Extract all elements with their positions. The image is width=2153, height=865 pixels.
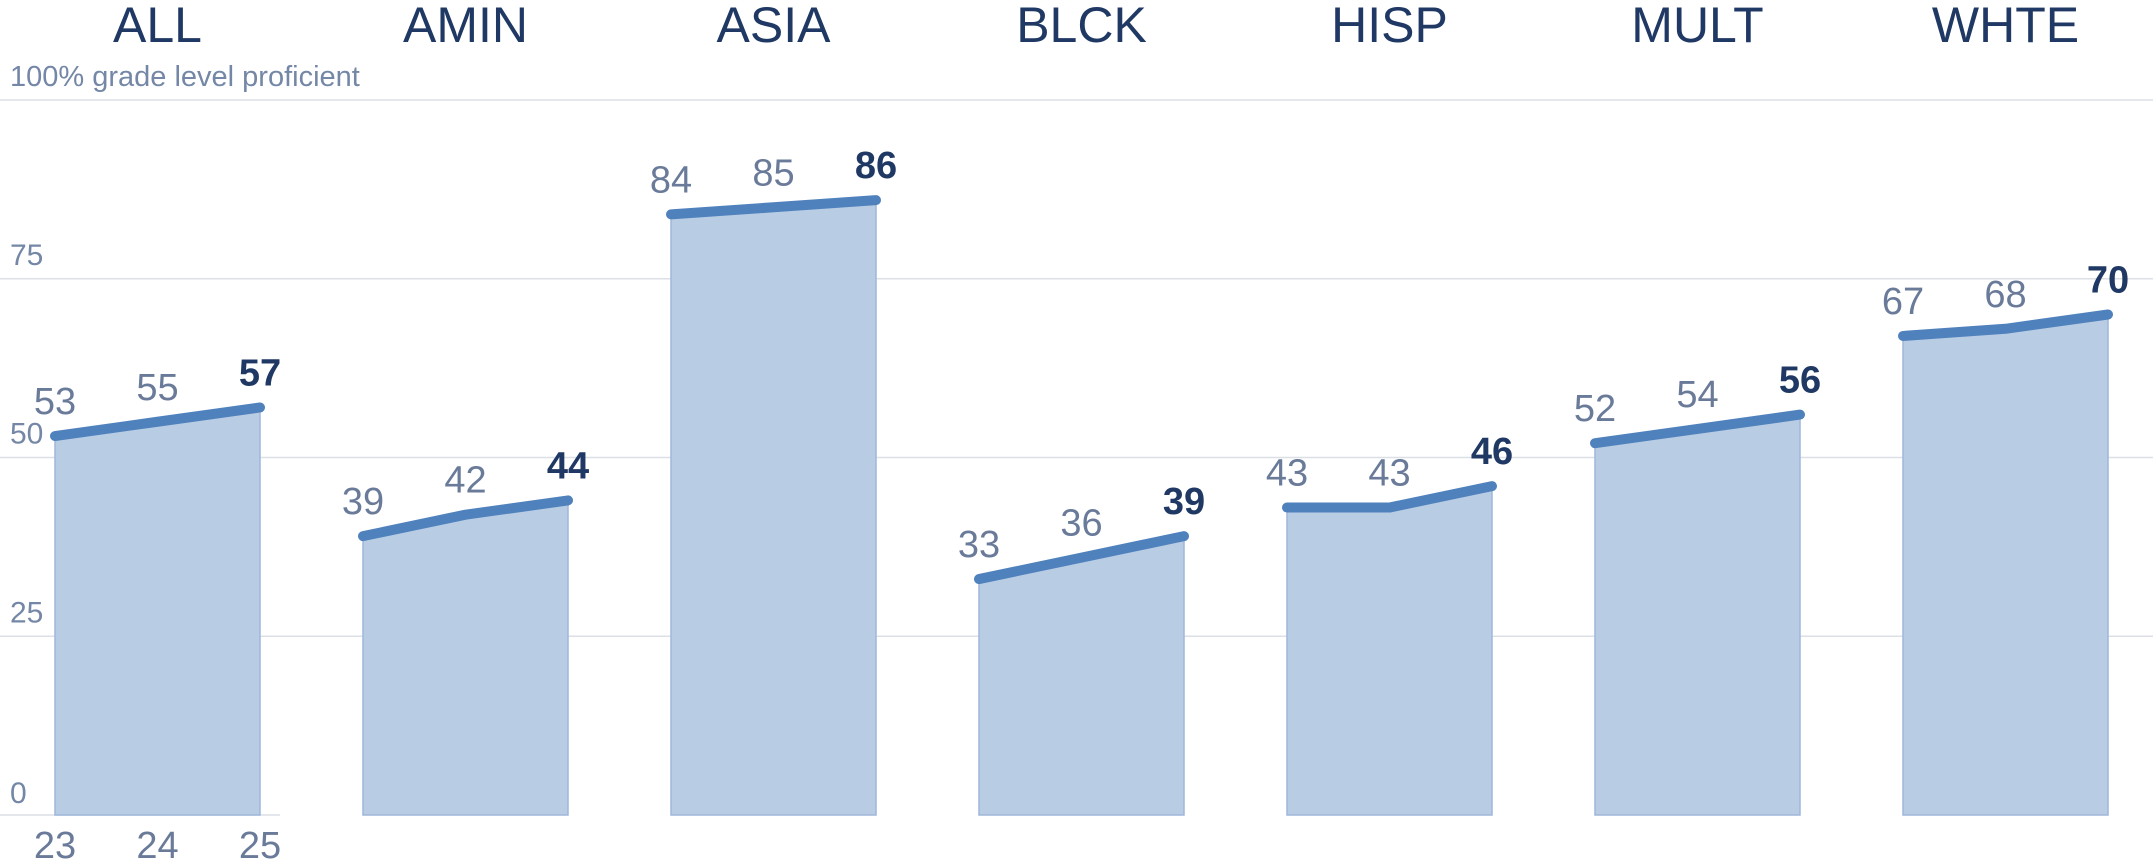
panel-title: ASIA <box>717 0 832 53</box>
data-label: 54 <box>1676 374 1718 416</box>
data-label: 43 <box>1266 453 1308 495</box>
line <box>666 195 881 220</box>
data-label: 56 <box>1779 360 1821 402</box>
y-tick-label: 100% grade level proficient <box>10 61 360 93</box>
x-tick-label: 24 <box>136 825 178 865</box>
data-label: 46 <box>1471 431 1513 473</box>
panel-title: AMIN <box>403 0 528 53</box>
line <box>50 402 265 442</box>
data-label: 33 <box>958 524 1000 566</box>
data-label: 70 <box>2087 260 2129 302</box>
data-label: 42 <box>444 460 486 502</box>
panel-title: BLCK <box>1016 0 1147 53</box>
line <box>1590 409 1805 449</box>
x-tick-label: 25 <box>239 825 281 865</box>
data-label: 43 <box>1368 453 1410 495</box>
y-tick-label: 0 <box>10 777 27 810</box>
data-label: 53 <box>34 381 76 423</box>
data-label: 86 <box>855 145 897 187</box>
y-tick-label: 75 <box>10 239 43 272</box>
area <box>978 535 1185 816</box>
panel-title: MULT <box>1631 0 1763 53</box>
line <box>1282 481 1497 513</box>
area <box>670 199 877 816</box>
panel-title: ALL <box>113 0 202 53</box>
panel-title: WHTE <box>1932 0 2079 53</box>
panel-title: HISP <box>1331 0 1448 53</box>
area <box>54 406 261 816</box>
area <box>1286 485 1493 816</box>
data-label: 84 <box>650 159 692 201</box>
y-tick-label: 25 <box>10 596 43 629</box>
y-tick-label: 50 <box>10 418 43 451</box>
area <box>1902 313 2109 816</box>
line <box>974 531 1189 585</box>
data-label: 68 <box>1984 274 2026 316</box>
data-label: 55 <box>136 367 178 409</box>
area <box>1594 413 1801 816</box>
data-label: 39 <box>342 481 384 523</box>
data-label: 44 <box>547 445 589 487</box>
data-label: 52 <box>1574 388 1616 430</box>
line <box>1898 309 2113 341</box>
x-tick-label: 23 <box>34 825 76 865</box>
area <box>362 499 569 816</box>
line <box>358 495 573 542</box>
data-label: 39 <box>1163 481 1205 523</box>
data-label: 57 <box>239 352 281 394</box>
data-label: 67 <box>1882 281 1924 323</box>
data-label: 85 <box>752 152 794 194</box>
data-label: 36 <box>1060 503 1102 545</box>
